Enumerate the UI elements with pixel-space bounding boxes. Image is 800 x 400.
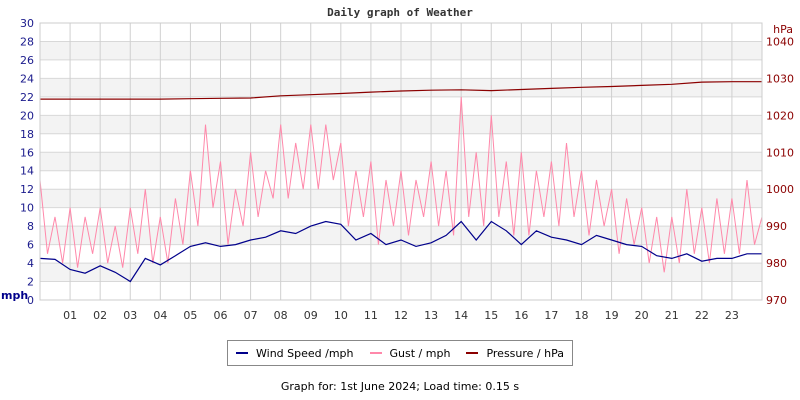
y-tick-left: 22	[20, 91, 34, 104]
y-tick-left: 24	[20, 72, 34, 85]
footer-text: Graph for: 1st June 2024; Load time: 0.1…	[280, 380, 520, 393]
x-tick: 08	[274, 309, 288, 322]
series-line-gust	[39, 96, 763, 273]
x-tick: 04	[153, 309, 167, 322]
weather-chart: Daily graph of Weather 02468101214161820…	[1, 6, 794, 322]
x-tick: 10	[334, 309, 348, 322]
x-tick: 11	[364, 309, 378, 322]
pressure-swatch	[466, 352, 479, 354]
legend-label: Wind Speed /mph	[256, 346, 354, 360]
y-tick-right: 1020	[766, 109, 794, 122]
y-tick-left: 12	[20, 183, 34, 196]
y-tick-left: 28	[20, 35, 34, 48]
y-tick-right: 970	[766, 294, 787, 307]
y-tick-left: 10	[20, 202, 34, 215]
y-tick-left: 6	[27, 239, 34, 252]
series-line-pressure	[40, 81, 762, 100]
x-tick: 14	[454, 309, 468, 322]
y-tick-left: 8	[27, 220, 34, 233]
right-axis-label: hPa	[773, 23, 793, 36]
y-tick-right: 990	[766, 220, 787, 233]
x-tick: 05	[183, 309, 197, 322]
y-tick-left: 2	[27, 276, 34, 289]
y-tick-right: 1010	[766, 146, 794, 159]
x-tick: 22	[695, 309, 709, 322]
x-tick: 06	[214, 309, 228, 322]
legend: Wind Speed /mph Gust / mph Pressure / hP…	[227, 340, 573, 366]
x-tick: 20	[635, 309, 649, 322]
x-tick: 17	[544, 309, 558, 322]
chart-title: Daily graph of Weather	[327, 6, 473, 19]
x-tick: 23	[725, 309, 739, 322]
y-tick-left: 4	[27, 257, 34, 270]
x-tick: 13	[424, 309, 438, 322]
plot-frame	[39, 22, 763, 301]
x-tick: 15	[484, 309, 498, 322]
legend-item-pressure: Pressure / hPa	[466, 347, 564, 360]
x-tick: 01	[63, 309, 77, 322]
y-tick-left: 16	[20, 146, 34, 159]
left-axis-label: mph	[1, 289, 28, 302]
x-tick: 09	[304, 309, 318, 322]
x-tick: 19	[605, 309, 619, 322]
y-tick-left: 14	[20, 165, 34, 178]
y-tick-right: 1030	[766, 72, 794, 85]
y-tick-right: 980	[766, 257, 787, 270]
y-tick-right: 1000	[766, 183, 794, 196]
y-tick-left: 18	[20, 128, 34, 141]
y-tick-left: 26	[20, 54, 34, 67]
series-line-wind-speed	[39, 220, 762, 283]
x-tick: 02	[93, 309, 107, 322]
x-tick: 16	[514, 309, 528, 322]
gust-swatch	[369, 352, 382, 354]
legend-label: Gust / mph	[389, 346, 451, 360]
y-tick-left: 30	[20, 17, 34, 30]
y-tick-left: 20	[20, 109, 34, 122]
x-tick: 03	[123, 309, 137, 322]
x-tick: 07	[244, 309, 258, 322]
legend-label: Pressure / hPa	[486, 346, 564, 360]
x-tick: 18	[575, 309, 589, 322]
wind-swatch	[236, 352, 248, 354]
x-tick: 21	[665, 309, 679, 322]
legend-item-gust: Gust / mph	[369, 346, 451, 360]
x-tick: 12	[394, 309, 408, 322]
y-tick-left: 0	[27, 294, 34, 307]
y-tick-right: 1040	[766, 35, 794, 48]
legend-item-wind: Wind Speed /mph	[236, 347, 354, 360]
